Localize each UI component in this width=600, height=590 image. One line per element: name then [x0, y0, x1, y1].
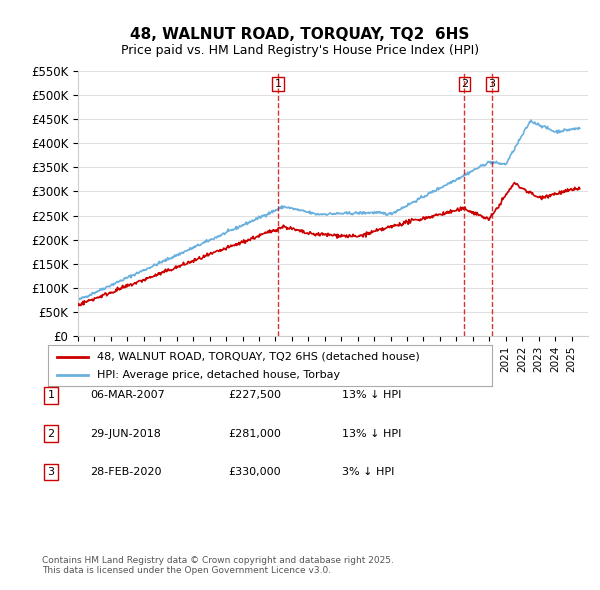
Text: HPI: Average price, detached house, Torbay: HPI: Average price, detached house, Torb…: [97, 370, 340, 380]
Text: 3: 3: [488, 78, 496, 88]
Text: 13% ↓ HPI: 13% ↓ HPI: [342, 429, 401, 438]
Text: £227,500: £227,500: [228, 391, 281, 400]
Text: £281,000: £281,000: [228, 429, 281, 438]
Text: 3: 3: [47, 467, 55, 477]
Text: 2: 2: [47, 429, 55, 438]
Text: 3% ↓ HPI: 3% ↓ HPI: [342, 467, 394, 477]
Text: Price paid vs. HM Land Registry's House Price Index (HPI): Price paid vs. HM Land Registry's House …: [121, 44, 479, 57]
Text: 48, WALNUT ROAD, TORQUAY, TQ2 6HS (detached house): 48, WALNUT ROAD, TORQUAY, TQ2 6HS (detac…: [97, 352, 419, 362]
Text: 1: 1: [47, 391, 55, 400]
Text: 06-MAR-2007: 06-MAR-2007: [90, 391, 165, 400]
Text: 28-FEB-2020: 28-FEB-2020: [90, 467, 161, 477]
Text: 13% ↓ HPI: 13% ↓ HPI: [342, 391, 401, 400]
Text: 2: 2: [461, 78, 468, 88]
Text: 1: 1: [275, 78, 282, 88]
Text: £330,000: £330,000: [228, 467, 281, 477]
Text: 29-JUN-2018: 29-JUN-2018: [90, 429, 161, 438]
Text: 48, WALNUT ROAD, TORQUAY, TQ2  6HS: 48, WALNUT ROAD, TORQUAY, TQ2 6HS: [130, 27, 470, 41]
Text: Contains HM Land Registry data © Crown copyright and database right 2025.
This d: Contains HM Land Registry data © Crown c…: [42, 556, 394, 575]
